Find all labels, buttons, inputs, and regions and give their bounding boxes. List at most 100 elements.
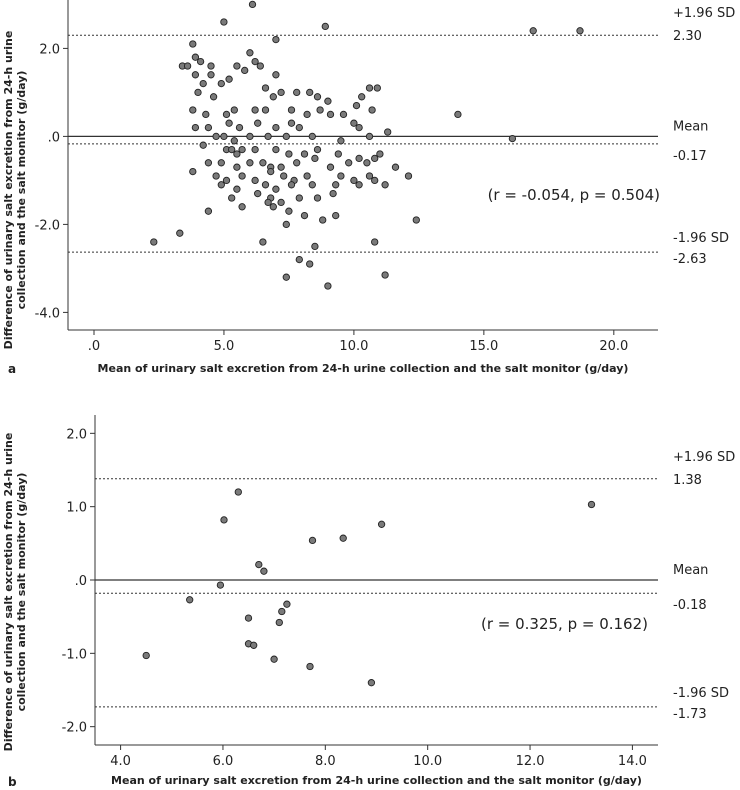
upper-limit-label: +1.96 SD	[673, 6, 735, 21]
data-point	[324, 282, 332, 290]
data-point	[300, 211, 309, 220]
data-point	[234, 488, 242, 496]
data-point	[217, 181, 225, 189]
data-point	[339, 534, 347, 542]
data-point	[238, 172, 246, 180]
data-point	[355, 181, 363, 189]
data-point	[220, 516, 228, 524]
data-point	[371, 176, 379, 185]
data-point	[264, 132, 272, 141]
upper-limit-label: +1.96 SD	[673, 450, 735, 465]
data-point	[191, 53, 200, 61]
data-point	[306, 662, 314, 671]
data-point	[199, 79, 207, 88]
data-point	[204, 207, 213, 215]
x-tick-label: 6.0	[213, 754, 234, 769]
y-axis-title-line2: collection and the salt monitor (g/day)	[15, 71, 28, 310]
lower-limit-label: -1.96 SD	[673, 686, 729, 701]
data-point	[329, 189, 337, 198]
data-point	[377, 520, 386, 528]
data-point	[191, 71, 200, 79]
x-axis-title: Mean of urinary salt excretion from 24-h…	[111, 774, 642, 787]
data-point	[381, 181, 389, 189]
data-point	[332, 211, 340, 220]
data-point	[365, 172, 374, 180]
data-point	[306, 88, 314, 97]
data-point	[248, 0, 257, 9]
data-point	[454, 110, 462, 119]
data-point	[259, 159, 267, 167]
data-point	[220, 18, 228, 26]
y-tick-label: 1.0	[66, 501, 87, 516]
data-point	[230, 106, 238, 114]
y-tick-label: .0	[75, 574, 87, 589]
data-point	[508, 134, 517, 143]
data-point	[313, 93, 322, 101]
data-point	[238, 203, 246, 211]
data-point	[272, 145, 280, 154]
data-point	[225, 75, 233, 83]
data-point	[251, 176, 259, 185]
data-point	[270, 655, 278, 663]
data-point	[189, 40, 197, 48]
data-point	[332, 181, 340, 189]
data-point	[246, 159, 254, 167]
data-point	[261, 106, 270, 114]
data-point	[212, 132, 220, 141]
data-point	[326, 110, 335, 119]
data-point	[194, 88, 202, 97]
data-point	[233, 150, 241, 158]
x-tick-label: 4.0	[110, 754, 131, 769]
data-point	[176, 229, 184, 237]
correlation-text: (r = -0.054, p = 0.504)	[488, 186, 660, 204]
data-point	[311, 242, 319, 251]
data-point	[295, 194, 303, 202]
data-point	[324, 97, 332, 105]
data-point	[191, 123, 200, 132]
data-point	[282, 273, 290, 281]
data-point	[303, 110, 311, 119]
x-tick-label: .0	[88, 339, 100, 354]
data-point	[326, 163, 335, 171]
data-point	[246, 132, 254, 141]
data-point	[269, 203, 277, 211]
y-tick-label: .0	[48, 130, 60, 145]
data-point	[287, 181, 296, 189]
data-point	[238, 145, 246, 154]
data-point	[308, 132, 316, 141]
data-point	[384, 128, 392, 136]
x-tick-label: 8.0	[315, 754, 336, 769]
data-point	[251, 57, 259, 66]
y-tick-label: -2.0	[62, 721, 87, 736]
data-point	[278, 607, 286, 616]
lower-limit-value: -1.73	[673, 707, 707, 722]
data-point	[272, 185, 280, 193]
data-point	[282, 220, 290, 229]
data-point	[529, 27, 537, 35]
data-point	[217, 159, 225, 167]
upper-limit-value: 1.38	[673, 473, 702, 488]
data-point	[308, 181, 316, 189]
data-point	[272, 71, 280, 79]
mean-value: -0.18	[673, 598, 707, 613]
data-point	[368, 106, 376, 114]
data-point	[275, 618, 283, 627]
data-point	[277, 88, 285, 97]
y-tick-label: -2.0	[35, 218, 60, 233]
correlation-text: (r = 0.325, p = 0.162)	[481, 615, 648, 633]
data-point	[204, 159, 213, 167]
data-point	[189, 106, 197, 114]
data-point	[230, 137, 238, 145]
data-point	[241, 66, 249, 75]
data-point	[250, 641, 258, 649]
data-point	[225, 119, 233, 127]
data-point	[261, 84, 270, 92]
data-point	[277, 163, 285, 171]
data-point	[204, 123, 213, 132]
data-point	[189, 167, 197, 176]
data-point	[313, 145, 322, 154]
data-point	[285, 150, 293, 158]
data-point	[246, 49, 254, 57]
data-point	[283, 600, 291, 608]
